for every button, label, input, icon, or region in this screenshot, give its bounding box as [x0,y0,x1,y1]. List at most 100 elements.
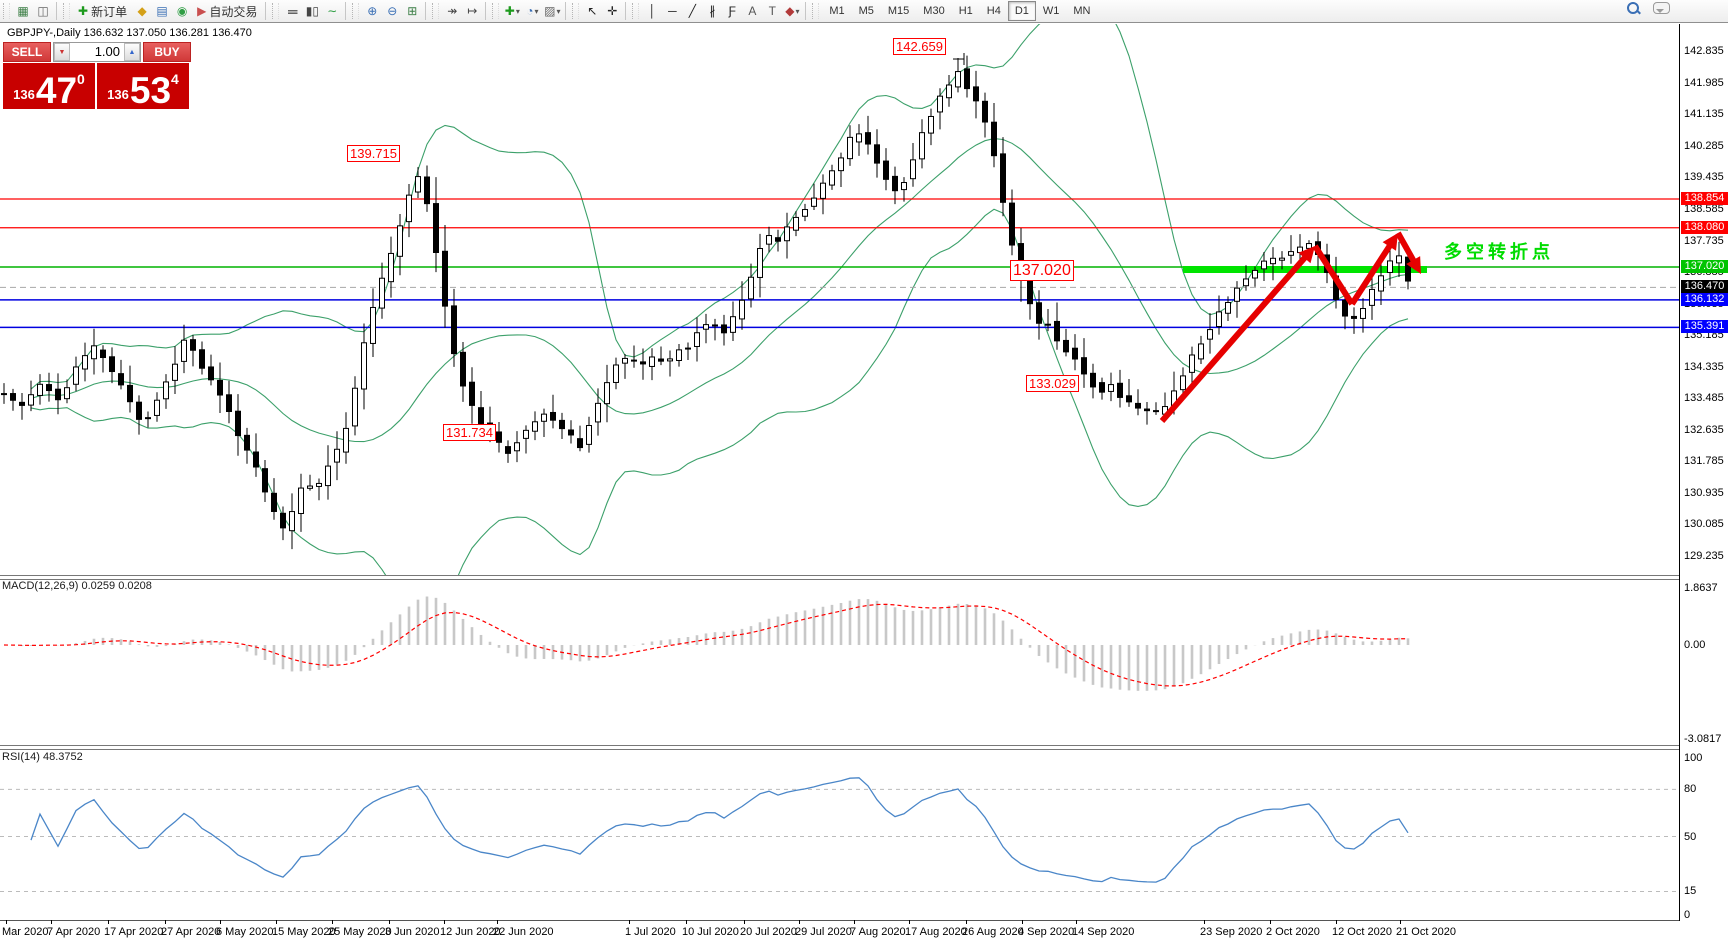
candle-body [874,144,880,164]
volume-increase-button[interactable]: ▲ [124,43,140,61]
price-label-139.715[interactable]: 139.715 [347,145,400,162]
buy-button[interactable]: BUY [143,42,191,62]
date-label[interactable]: 2 Oct 2020 [1266,926,1320,938]
buy-price-tile[interactable]: 136 53 4 [97,63,189,109]
date-label[interactable]: Mar 2020 [2,926,49,938]
price-axis-line[interactable] [1679,24,1680,921]
date-label[interactable]: 29 Jul 2020 [795,926,852,938]
templates-icon[interactable]: ▨ ▾ [542,1,562,21]
vertical-line-icon[interactable]: │ [642,1,662,21]
date-label[interactable]: 12 Oct 2020 [1332,926,1392,938]
new-chart-icon[interactable]: ▦ [13,1,33,21]
candle-body [964,68,970,90]
price-label-133.029[interactable]: 133.029 [1026,375,1079,392]
timeframe-button-mn[interactable]: MN [1073,5,1091,17]
timeframe-button-m15[interactable]: M15 [887,5,910,17]
date-label[interactable]: 17 Apr 2020 [104,926,164,938]
main-chart-pane[interactable] [0,24,1679,576]
support-band[interactable] [1183,265,1427,273]
macd-pane-separator[interactable] [0,575,1679,580]
metaeditor-icon[interactable]: ◆ [132,1,152,21]
date-label[interactable]: 17 Aug 2020 [905,926,967,938]
date-label[interactable]: 6 May 2020 [216,926,274,938]
date-label[interactable]: 7 Aug 2020 [850,926,906,938]
zoom-out-icon[interactable]: ⊖ [382,1,402,21]
date-label[interactable]: 1 Jul 2020 [625,926,676,938]
tile-windows-icon[interactable]: ⊞ [402,1,422,21]
bar-chart-icon[interactable]: ||| [282,1,302,21]
zoom-in-icon[interactable]: ⊕ [362,1,382,21]
candlestick-chart-icon[interactable]: ▮▯ [302,1,322,21]
auto-trading-button[interactable]: ▶ 自动交易 [192,1,262,21]
indicators-icon[interactable]: ✚ ▾ [502,1,522,21]
chevron-down-icon[interactable]: ▾ [795,6,800,16]
periods-icon[interactable]: ◔ ▾ [522,1,542,21]
rsi-pane[interactable] [0,748,1679,920]
sell-button[interactable]: SELL [3,42,51,62]
trend-arrow-line[interactable] [1395,231,1418,266]
trend-arrow-line[interactable] [1349,241,1394,306]
timeframe-button-m1[interactable]: M1 [829,5,845,17]
date-label[interactable]: 25 May 2020 [328,926,392,938]
timeframe-button-m5[interactable]: M5 [858,5,874,17]
candle-body [676,349,682,361]
channel-icon[interactable]: ∦ [702,1,722,21]
candle-body [1288,251,1294,256]
crosshair-icon[interactable]: ✛ [602,1,622,21]
date-label[interactable]: 15 May 2020 [272,926,336,938]
arrows-icon[interactable]: ◆ ▾ [782,1,802,21]
date-label[interactable]: 12 Jun 2020 [440,926,501,938]
market-watch-icon[interactable]: ▤ [152,1,172,21]
volume-decrease-button[interactable]: ▼ [54,43,70,61]
timeframe-button-d1[interactable]: D1 [1007,1,1036,21]
timeframe-button-m30[interactable]: M30 [923,5,945,17]
price-label-137.020[interactable]: 137.020 [1010,260,1074,281]
volume-input[interactable]: 1.00 [94,44,120,59]
macd-axis-label: 1.8637 [1684,582,1718,595]
date-label[interactable]: 14 Sep 2020 [1072,926,1135,938]
horizontal-line-icon[interactable]: ─ [662,1,682,21]
new-order-button-label: 新订单 [91,4,128,19]
chart-annotation-text[interactable]: 多空转折点 [1444,242,1554,262]
timeframe-button-h4[interactable]: H4 [986,5,1001,17]
search-icon[interactable] [1627,2,1641,15]
chat-icon[interactable] [1653,2,1670,14]
text-label-icon[interactable]: T [762,1,782,21]
date-label[interactable]: 4 Sep 2020 [1018,926,1075,938]
date-label[interactable]: 10 Jul 2020 [682,926,739,938]
line-chart-icon[interactable]: ∼ [322,1,342,21]
price-label-131.734[interactable]: 131.734 [443,424,496,441]
sell-price-tile[interactable]: 136 47 0 [3,63,95,109]
macd-pane[interactable] [0,578,1679,746]
chevron-down-icon[interactable]: ▾ [515,6,520,16]
chevron-down-icon[interactable]: ▾ [534,6,539,16]
auto-scroll-icon[interactable]: ↠ [442,1,462,21]
cursor-icon[interactable]: ↖ [582,1,602,21]
candle-body [559,419,565,430]
timeframe-button-h1[interactable]: H1 [958,5,973,17]
date-label[interactable]: 27 Apr 2020 [161,926,221,938]
date-label[interactable]: 20 Jul 2020 [740,926,797,938]
new-order-button[interactable]: ✚ 新订单 [73,1,132,21]
chevron-down-icon[interactable]: ▾ [556,6,561,16]
signals-icon[interactable]: ◉ [172,1,192,21]
price-tick-label: 130.935 [1684,486,1724,499]
price-label-142.659[interactable]: 142.659 [893,38,946,55]
trend-arrow-line[interactable] [1312,244,1355,306]
chart-shift-icon[interactable]: ↦ [462,1,482,21]
profiles-icon[interactable]: ◫ [33,1,53,21]
date-label[interactable]: 3 Jun 2020 [385,926,440,938]
rsi-pane-separator[interactable] [0,745,1679,750]
date-label[interactable]: 26 Aug 2020 [962,926,1024,938]
date-label[interactable]: 7 Apr 2020 [47,926,101,938]
date-label[interactable]: 22 Jun 2020 [493,926,554,938]
date-label[interactable]: 21 Oct 2020 [1396,926,1456,938]
trendline-icon[interactable]: ╱ [682,1,702,21]
trend-arrow-line[interactable] [1159,253,1310,423]
date-label[interactable]: 23 Sep 2020 [1200,926,1263,938]
timeframe-button-w1[interactable]: W1 [1042,5,1060,17]
sell-price-base: 136 [13,87,35,102]
text-icon[interactable]: A [742,1,762,21]
fibonacci-icon[interactable]: Ƒ [722,1,742,21]
candle-body [388,252,394,283]
